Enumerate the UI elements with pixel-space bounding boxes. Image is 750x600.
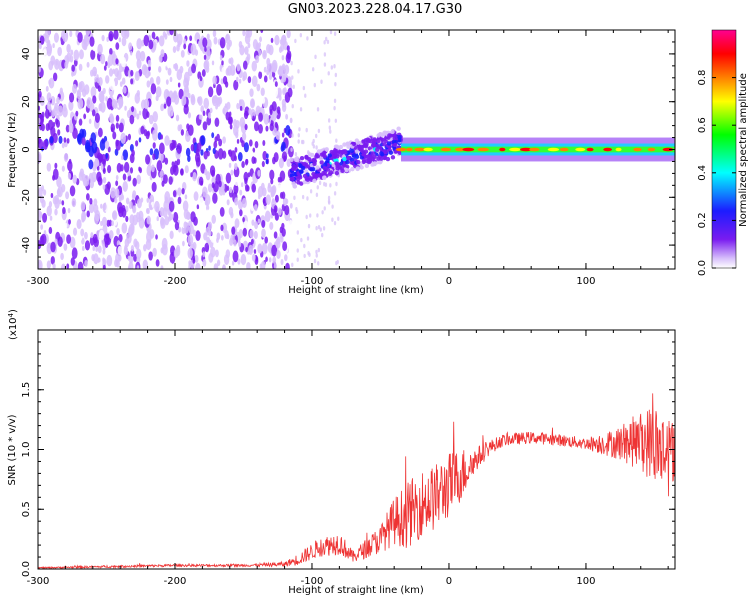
colorbar-tick-label: 0.8 [697, 70, 708, 86]
snr-frame [37, 329, 676, 570]
x-tick-label: 0 [446, 276, 452, 287]
snr-ticks: -300 -200 -100 0 100 0.0 0.5 1.0 1.5 [21, 330, 675, 587]
x-tick-label: -100 [301, 576, 324, 587]
y-tick-label: 1.5 [21, 382, 32, 398]
x-tick-label: -100 [301, 276, 324, 287]
x-tick-label: -200 [164, 576, 187, 587]
y-tick-label: 20 [21, 95, 32, 108]
x-tick-label: -200 [164, 276, 187, 287]
snr-series-line [38, 393, 675, 569]
y-tick-label: -40 [21, 237, 32, 253]
x-tick-label: -300 [27, 276, 50, 287]
y-tick-label: -20 [21, 189, 32, 205]
y-tick-label: 1.0 [21, 442, 32, 458]
snr-xlabel: Height of straight line (km) [288, 585, 424, 596]
colorbar-ticks: 0.0 0.2 0.4 0.6 0.8 [697, 70, 736, 276]
y-tick-label: 0 [21, 146, 32, 152]
x-tick-label: 100 [576, 276, 595, 287]
x-tick-label: -300 [27, 576, 50, 587]
colorbar-label: Normalized spectral amplitude [738, 73, 749, 227]
snr-ylabel: SNR (10 * v/v) [7, 414, 18, 485]
colorbar-tick-label: 0.2 [697, 212, 708, 228]
colorbar: 0.0 0.2 0.4 0.6 0.8 Normalized spectral ampl… [697, 29, 749, 276]
chart-title: GN03.2023.228.04.17.G30 [287, 2, 463, 17]
colorbar-tick-label: 0.6 [697, 117, 708, 133]
snr-panel: -300 -200 -100 0 100 0.0 0.5 1.0 1.5 Height of s… [7, 309, 676, 596]
snr-multiplier: (x104) [7, 309, 19, 340]
y-tick-label: 0.5 [21, 501, 32, 517]
spectrogram-cells [38, 30, 675, 269]
y-tick-label: 0.0 [21, 561, 32, 577]
colorbar-tick-label: 0.4 [697, 165, 708, 181]
colorbar-scale [711, 29, 737, 269]
y-tick-label: 40 [21, 48, 32, 61]
colorbar-tick-label: 0.0 [697, 260, 708, 276]
x-tick-label: 0 [446, 576, 452, 587]
x-tick-label: 100 [576, 576, 595, 587]
spectrogram-xlabel: Height of straight line (km) [288, 285, 424, 296]
spectrogram-ylabel: Frequency (Hz) [7, 112, 18, 188]
